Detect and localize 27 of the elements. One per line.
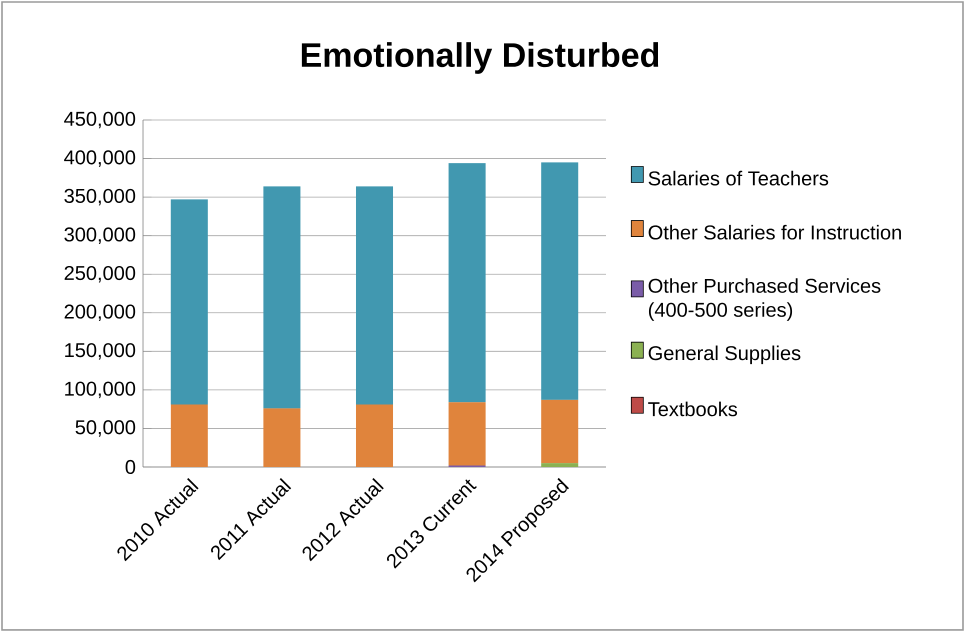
y-tick-label: 250,000 — [64, 266, 136, 282]
bar — [356, 404, 394, 467]
y-tick-label: 100,000 — [65, 382, 136, 398]
legend-label: Other Salaries for Instruction — [648, 224, 901, 240]
bar — [541, 162, 578, 400]
bar — [170, 404, 208, 467]
y-tick-label: 200,000 — [64, 304, 136, 322]
bar — [170, 199, 208, 405]
y-tick-label: 400,000 — [64, 150, 136, 167]
chart-title: Emotionally Disturbed — [302, 42, 658, 74]
bar — [448, 402, 486, 466]
y-tick-label: 450,000 — [64, 112, 136, 128]
y-tick-label: 150,000 — [65, 343, 136, 360]
bar — [263, 408, 300, 467]
y-tick-label: 0 — [126, 460, 136, 474]
legend-label: Salaries of Teachers — [648, 170, 828, 186]
y-tick-label: 350,000 — [64, 188, 136, 206]
y-tick-label: 300,000 — [64, 227, 136, 244]
bar — [448, 163, 486, 402]
bar — [263, 186, 300, 408]
legend-label: Other Purchased Services (400-500 series) — [648, 278, 880, 321]
legend-label: Textbooks — [648, 402, 738, 416]
bar — [541, 400, 578, 464]
bar — [356, 186, 394, 405]
bar — [541, 463, 578, 467]
legend-label: General Supplies — [648, 346, 800, 364]
y-tick-label: 50,000 — [76, 420, 136, 437]
